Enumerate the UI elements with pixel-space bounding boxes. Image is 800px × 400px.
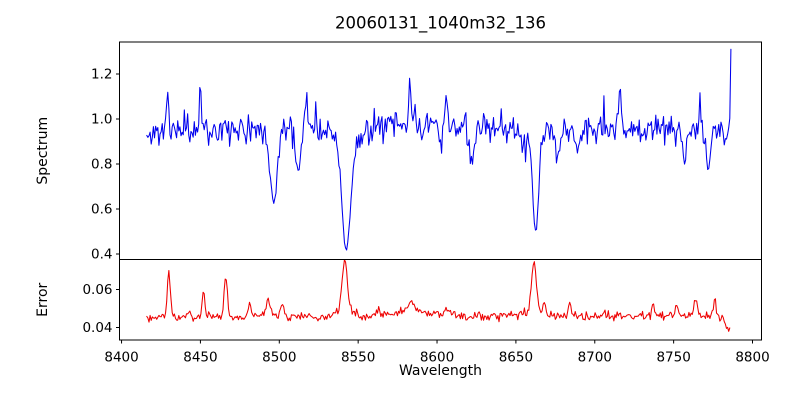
y-tick-label: 1.0	[91, 112, 112, 128]
x-tick-label: 8700	[578, 350, 612, 366]
x-tick-label: 8600	[420, 350, 454, 366]
x-tick-label: 8400	[104, 350, 138, 366]
chart-title: 20060131_1040m32_136	[335, 14, 546, 34]
error-y-axis: 0.04 0.06	[82, 282, 120, 336]
x-axis-label: Wavelength	[399, 363, 482, 379]
spectrum-line	[146, 48, 732, 251]
error-curve	[146, 259, 731, 332]
error-line	[146, 259, 731, 332]
panel-frame	[119, 41, 762, 260]
axes-frames	[119, 41, 762, 341]
y-tick-label: 0.04	[82, 320, 112, 336]
x-tick-label: 8500	[262, 350, 296, 366]
y-tick-label: 0.8	[91, 157, 112, 173]
x-tick-label: 8800	[735, 350, 769, 366]
x-tick-label: 8750	[656, 350, 690, 366]
x-tick-label: 8550	[341, 350, 375, 366]
y-tick-label: 0.06	[82, 282, 112, 298]
spectrum-y-axis-label: Spectrum	[35, 117, 51, 185]
x-axis: 8400 8450 8500 8550 8600 8650 8700 8750 8800	[104, 340, 770, 366]
error-y-axis-label: Error	[35, 282, 51, 316]
spectrum-curve	[146, 48, 732, 251]
y-tick-label: 0.6	[91, 202, 112, 218]
x-tick-label: 8650	[499, 350, 533, 366]
panel-frame	[119, 259, 762, 341]
y-tick-label: 0.4	[91, 247, 112, 263]
y-tick-label: 1.2	[91, 67, 112, 83]
spectrum-y-axis: 0.4 0.6 0.8 1.0 1.2	[91, 67, 120, 263]
x-tick-label: 8450	[183, 350, 217, 366]
